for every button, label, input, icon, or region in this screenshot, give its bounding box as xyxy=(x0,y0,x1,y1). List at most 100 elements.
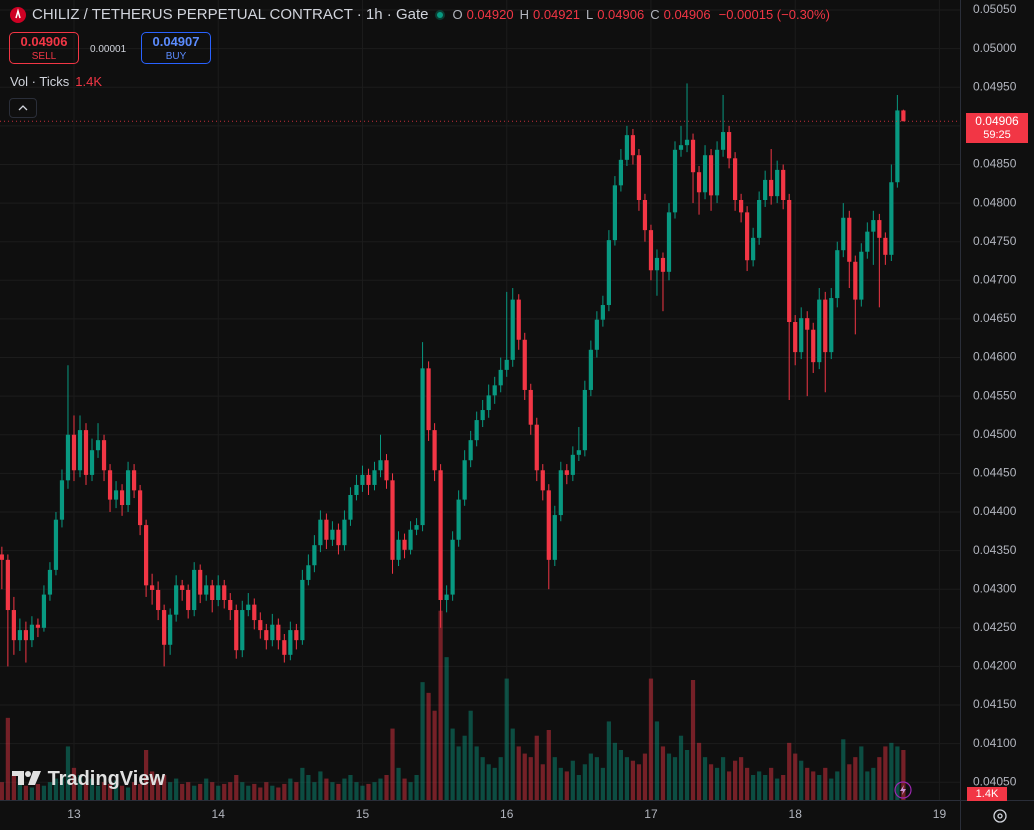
candle-body xyxy=(672,149,678,213)
y-tick-label: 0.04700 xyxy=(973,272,1017,286)
volume-bar xyxy=(757,771,762,800)
last-price: 0.04906 xyxy=(975,114,1019,129)
candle-body xyxy=(336,529,341,546)
candle-body xyxy=(420,368,425,526)
y-tick-label: 0.04250 xyxy=(973,620,1017,634)
candle-body xyxy=(751,237,756,261)
volume-bar xyxy=(516,746,521,800)
volume-bar xyxy=(186,782,191,800)
candle-body xyxy=(252,604,257,621)
candle-body xyxy=(174,585,179,615)
volume-bar xyxy=(390,728,395,800)
volume-bar xyxy=(426,692,431,800)
candle-body xyxy=(137,490,143,526)
volume-bar xyxy=(654,721,660,800)
volume-bar xyxy=(588,753,593,800)
volume-bar xyxy=(384,775,389,800)
volume-bar xyxy=(492,767,497,800)
candle-body xyxy=(618,159,624,186)
volume-bar xyxy=(150,771,155,800)
volume-bar xyxy=(180,783,185,800)
candle-body xyxy=(41,594,47,628)
candle-body xyxy=(101,440,107,471)
volume-bar xyxy=(720,757,726,800)
candle-body xyxy=(648,230,654,271)
volume-bar xyxy=(853,757,858,800)
candle-body xyxy=(877,220,882,238)
chart-title: CHILIZ / TETHERUS PERPETUAL CONTRACT · 1… xyxy=(32,6,429,23)
candle-body xyxy=(630,135,636,156)
volume-bar xyxy=(408,782,413,800)
volume-legend: Vol · Ticks 1.4K xyxy=(10,74,102,89)
candle-body xyxy=(17,630,22,641)
candle-body xyxy=(150,585,155,590)
buy-price: 0.04907 xyxy=(152,34,200,49)
volume-bar xyxy=(258,787,263,800)
volume-bar xyxy=(354,782,359,800)
candle-body xyxy=(492,385,497,396)
volume-bar xyxy=(318,771,323,800)
buy-button[interactable]: 0.04907 BUY xyxy=(141,32,211,64)
candle-body xyxy=(378,460,383,471)
candle-body xyxy=(684,139,690,146)
candle-body xyxy=(216,585,221,600)
volume-bar xyxy=(53,778,59,800)
volume-bar xyxy=(312,782,317,800)
price-change: −0.00015 (−0.30%) xyxy=(718,7,830,22)
volume-bar xyxy=(89,778,95,800)
candle-body xyxy=(360,474,365,485)
candle-body xyxy=(883,237,888,255)
volume-bar xyxy=(510,728,515,800)
volume-bar xyxy=(270,785,275,800)
volume-bar xyxy=(726,771,732,800)
candle-body xyxy=(582,389,587,451)
candle-body xyxy=(59,480,65,520)
candle-body xyxy=(745,212,750,261)
candle-body xyxy=(144,525,149,586)
volume-bar xyxy=(402,778,407,800)
candle-body xyxy=(324,519,329,540)
candle-body xyxy=(414,525,419,530)
x-tick-label: 17 xyxy=(644,807,658,821)
volume-bar xyxy=(0,782,4,800)
candle-body xyxy=(71,434,77,471)
volume-bar xyxy=(360,785,365,800)
volume-bar xyxy=(35,783,41,800)
volume-bar xyxy=(901,750,906,800)
ohlc-value: 0.04921 xyxy=(532,7,580,22)
volume-bar xyxy=(660,746,666,800)
candle-body xyxy=(366,474,371,485)
x-tick-label: 19 xyxy=(933,807,947,821)
candle-body xyxy=(720,132,726,150)
settings-icon[interactable] xyxy=(992,808,1008,824)
candle-body xyxy=(726,132,732,159)
candle-body xyxy=(522,339,527,390)
coin-icon xyxy=(10,6,26,23)
volume-bar xyxy=(630,760,636,800)
volume-bar xyxy=(306,775,311,800)
header: CHILIZ / TETHERUS PERPETUAL CONTRACT · 1… xyxy=(10,6,830,23)
y-tick-label: 0.04300 xyxy=(973,581,1017,595)
volume-bar xyxy=(456,746,461,800)
candle-body xyxy=(636,155,642,200)
volume-bar xyxy=(330,782,335,800)
ohlc-value: 0.04920 xyxy=(466,7,514,22)
collapse-button[interactable] xyxy=(9,98,37,118)
candle-body xyxy=(642,200,648,231)
candle-body xyxy=(354,484,359,495)
candle-body xyxy=(180,585,185,590)
volume-bar xyxy=(192,785,197,800)
volume-bar xyxy=(432,710,437,800)
volume-bar xyxy=(234,775,239,800)
volume-bar xyxy=(642,753,648,800)
flash-icon[interactable] xyxy=(894,781,912,799)
volume-bar xyxy=(666,753,672,800)
candle-body xyxy=(546,490,551,560)
candle-body xyxy=(107,470,113,500)
candle-body xyxy=(113,490,119,500)
candle-body xyxy=(823,299,828,353)
sell-button[interactable]: 0.04906 SELL xyxy=(9,32,79,64)
candle-body xyxy=(865,231,870,252)
tv-logo xyxy=(12,771,41,785)
